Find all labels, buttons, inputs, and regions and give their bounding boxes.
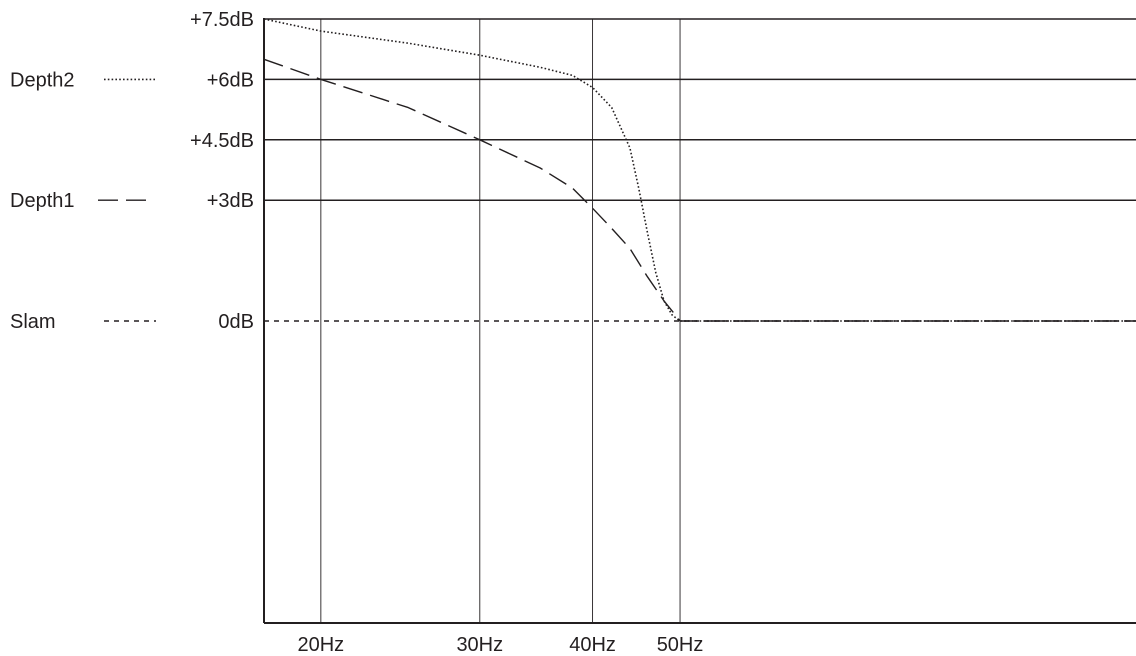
x-tick-30hz: 30Hz	[456, 634, 503, 656]
series-depth2	[263, 18, 1136, 322]
x-tick-40hz: 40Hz	[569, 634, 616, 656]
y-tick-labels: +7.5dB +6dB +4.5dB +3dB 0dB	[190, 9, 254, 333]
y-tick-4-5db: +4.5dB	[190, 130, 254, 152]
y-tick-0db: 0dB	[218, 311, 254, 333]
axes	[263, 18, 1136, 624]
y-tick-7-5db: +7.5dB	[190, 9, 254, 31]
legend-label-depth1: Depth1	[10, 190, 75, 212]
vertical-gridlines	[320, 19, 681, 623]
series-lines	[263, 18, 1136, 322]
legend-label-slam: Slam	[10, 311, 56, 333]
x-tick-20hz: 20Hz	[297, 634, 344, 656]
x-tick-labels: 20Hz 30Hz 40Hz 50Hz	[297, 634, 703, 656]
series-depth1	[263, 58, 1136, 322]
legend-label-depth2: Depth2	[10, 69, 75, 91]
horizontal-gridlines	[264, 18, 1136, 201]
legend: Depth2 Depth1 Slam	[10, 69, 156, 333]
y-tick-6db: +6dB	[207, 69, 254, 91]
y-tick-3db: +3dB	[207, 190, 254, 212]
x-tick-50hz: 50Hz	[657, 634, 704, 656]
